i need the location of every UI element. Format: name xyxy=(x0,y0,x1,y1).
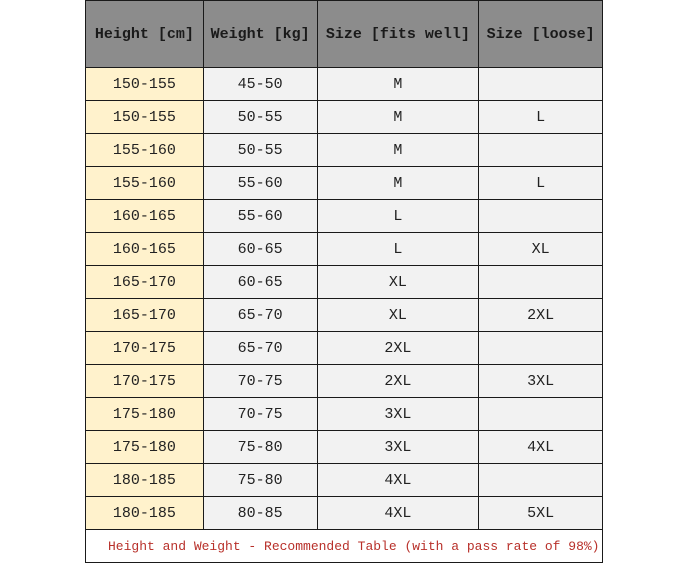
weight-cell: 50-55 xyxy=(202,100,318,134)
size-loose-cell xyxy=(478,463,603,497)
size-loose-cell: 2XL xyxy=(478,298,603,332)
size-loose-cell: XL xyxy=(478,232,603,266)
table-row: 150-155 45-50 M xyxy=(85,67,603,101)
size-loose-cell xyxy=(478,397,603,431)
table-row: 155-160 55-60 M L xyxy=(85,166,603,200)
height-cell: 175-180 xyxy=(85,397,204,431)
height-cell: 160-165 xyxy=(85,199,204,233)
table-row: 170-175 70-75 2XL 3XL xyxy=(85,364,603,398)
height-cell: 175-180 xyxy=(85,430,204,464)
size-fits-well-cell: L xyxy=(316,232,480,266)
weight-cell: 65-70 xyxy=(202,298,318,332)
table-row: 180-185 75-80 4XL xyxy=(85,463,603,497)
weight-cell: 45-50 xyxy=(202,67,318,101)
size-loose-cell: 4XL xyxy=(478,430,603,464)
size-loose-cell xyxy=(478,133,603,167)
table-row: 180-185 80-85 4XL 5XL xyxy=(85,496,603,530)
table-row: 160-165 60-65 L XL xyxy=(85,232,603,266)
size-fits-well-cell: XL xyxy=(316,265,480,299)
height-cell: 160-165 xyxy=(85,232,204,266)
header-size-loose: Size [loose] xyxy=(478,0,603,68)
header-size-fits-well: Size [fits well] xyxy=(316,0,480,68)
size-fits-well-cell: 3XL xyxy=(316,397,480,431)
height-cell: 150-155 xyxy=(85,100,204,134)
height-cell: 180-185 xyxy=(85,463,204,497)
size-loose-cell xyxy=(478,199,603,233)
footer-row: Height and Weight - Recommended Table (w… xyxy=(85,529,603,563)
table-row: 160-165 55-60 L xyxy=(85,199,603,233)
weight-cell: 75-80 xyxy=(202,463,318,497)
header-height: Height [cm] xyxy=(85,0,204,68)
table-row: 175-180 75-80 3XL 4XL xyxy=(85,430,603,464)
size-fits-well-cell: XL xyxy=(316,298,480,332)
size-loose-cell: L xyxy=(478,166,603,200)
size-loose-cell xyxy=(478,67,603,101)
height-cell: 155-160 xyxy=(85,133,204,167)
size-fits-well-cell: M xyxy=(316,133,480,167)
table-row: 165-170 65-70 XL 2XL xyxy=(85,298,603,332)
size-fits-well-cell: 4XL xyxy=(316,496,480,530)
weight-cell: 55-60 xyxy=(202,199,318,233)
size-loose-cell: L xyxy=(478,100,603,134)
weight-cell: 60-65 xyxy=(202,232,318,266)
table-row: 170-175 65-70 2XL xyxy=(85,331,603,365)
size-fits-well-cell: L xyxy=(316,199,480,233)
height-cell: 150-155 xyxy=(85,67,204,101)
size-fits-well-cell: 2XL xyxy=(316,331,480,365)
weight-cell: 80-85 xyxy=(202,496,318,530)
size-loose-cell xyxy=(478,265,603,299)
size-fits-well-cell: 3XL xyxy=(316,430,480,464)
weight-cell: 60-65 xyxy=(202,265,318,299)
height-cell: 165-170 xyxy=(85,298,204,332)
table-row: 155-160 50-55 M xyxy=(85,133,603,167)
height-cell: 155-160 xyxy=(85,166,204,200)
weight-cell: 55-60 xyxy=(202,166,318,200)
table-row: 150-155 50-55 M L xyxy=(85,100,603,134)
size-fits-well-cell: 2XL xyxy=(316,364,480,398)
table-row: 175-180 70-75 3XL xyxy=(85,397,603,431)
header-weight: Weight [kg] xyxy=(202,0,318,68)
size-fits-well-cell: M xyxy=(316,100,480,134)
header-row: Height [cm] Weight [kg] Size [fits well]… xyxy=(85,0,603,68)
footer-note: Height and Weight - Recommended Table (w… xyxy=(85,529,603,563)
weight-cell: 70-75 xyxy=(202,364,318,398)
weight-cell: 70-75 xyxy=(202,397,318,431)
height-cell: 170-175 xyxy=(85,364,204,398)
size-fits-well-cell: M xyxy=(316,67,480,101)
size-fits-well-cell: 4XL xyxy=(316,463,480,497)
size-chart-table: Height [cm] Weight [kg] Size [fits well]… xyxy=(85,0,603,563)
size-fits-well-cell: M xyxy=(316,166,480,200)
table-row: 165-170 60-65 XL xyxy=(85,265,603,299)
height-cell: 165-170 xyxy=(85,265,204,299)
weight-cell: 65-70 xyxy=(202,331,318,365)
size-loose-cell: 5XL xyxy=(478,496,603,530)
size-loose-cell: 3XL xyxy=(478,364,603,398)
height-cell: 170-175 xyxy=(85,331,204,365)
size-loose-cell xyxy=(478,331,603,365)
weight-cell: 50-55 xyxy=(202,133,318,167)
weight-cell: 75-80 xyxy=(202,430,318,464)
height-cell: 180-185 xyxy=(85,496,204,530)
